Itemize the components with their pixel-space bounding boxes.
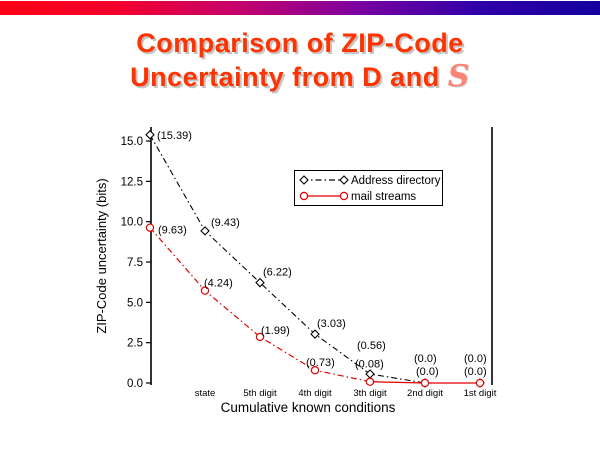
x-tick-label: 3th digit [353, 388, 387, 399]
point-label: (0.0) [416, 366, 439, 378]
x-tick-label: 4th digit [298, 388, 332, 399]
y-tick-label: 12.5 [121, 176, 143, 188]
slide-title-line2-text: Uncertainty from D and [130, 62, 448, 92]
point-label: (0.56) [357, 340, 386, 352]
circle-marker [310, 366, 320, 375]
y-tick-label: 5.0 [127, 297, 143, 309]
circle-marker [200, 286, 210, 295]
diamond-marker [365, 369, 375, 379]
point-label: (4.24) [204, 278, 233, 290]
circle-marker [145, 223, 155, 232]
legend-diamond-marker [299, 175, 309, 185]
slide-title: Comparison of ZIP-Code Uncertainty from … [0, 26, 600, 94]
top-gradient-bar [0, 1, 600, 15]
diamond-marker [310, 329, 320, 339]
diamond-marker [255, 277, 265, 288]
x-axis-title: Cumulative known conditions [221, 400, 396, 415]
slide-title-line1: Comparison of ZIP-Code [136, 28, 464, 58]
point-label: (15.39) [157, 130, 192, 142]
series-address-directory: (15.39)(9.43)(6.22)(3.03)(0.56)(0.0) (0.0… [145, 129, 487, 388]
circle-marker [365, 377, 375, 386]
circle-marker [420, 378, 430, 388]
point-label: (0.0) [464, 366, 487, 378]
y-tick-label: 10.0 [121, 217, 143, 229]
legend-circle-marker [299, 191, 309, 201]
point-label: (1.99) [261, 325, 290, 337]
legend-diamond-marker [339, 175, 349, 185]
script-s-symbol: S [447, 59, 470, 94]
series-line-dashed [149, 227, 371, 383]
point-label: (0.0) [464, 353, 487, 365]
circle-marker [475, 378, 485, 388]
x-tick-label: state [195, 388, 216, 399]
point-label: (0.08) [355, 359, 384, 371]
legend-circle-marker [339, 191, 349, 201]
point-label: (9.43) [211, 217, 240, 229]
y-tick-label: 7.5 [127, 257, 143, 269]
x-tick-label: 2nd digit [407, 388, 443, 399]
diamond-marker [200, 226, 210, 236]
diamond-marker [145, 129, 155, 140]
legend: Address directory mail streams [294, 170, 443, 206]
axes: 0.0 2.5 5.0 7.5 10.0 12.5 15.0 ZIP-Code uncerta… [94, 127, 497, 415]
x-tick-label: 1st digit [464, 388, 497, 399]
circle-marker [255, 332, 265, 342]
legend-label: Address directory [351, 175, 441, 187]
point-label: (6.22) [263, 267, 292, 279]
point-label: (0.0) [414, 353, 437, 365]
slide-title-line2: Uncertainty from D and S [0, 60, 600, 94]
y-tick-label: 15.0 [121, 136, 143, 148]
y-axis-title: ZIP-Code uncertainty (bits) [94, 178, 109, 333]
point-label: (9.63) [158, 225, 187, 237]
series-mail-streams: (9.63)(4.24)(1.99)(0.73) (0.08)(0.0) (0.0) [145, 223, 487, 388]
legend-box [294, 170, 443, 206]
x-tick-label: 5th digit [243, 388, 277, 399]
legend-label: mail streams [351, 191, 416, 203]
point-label: (0.73) [306, 357, 335, 369]
y-tick-label: 2.5 [127, 338, 143, 350]
y-tick-label: 0.0 [127, 378, 143, 390]
point-label: (3.03) [317, 318, 346, 330]
